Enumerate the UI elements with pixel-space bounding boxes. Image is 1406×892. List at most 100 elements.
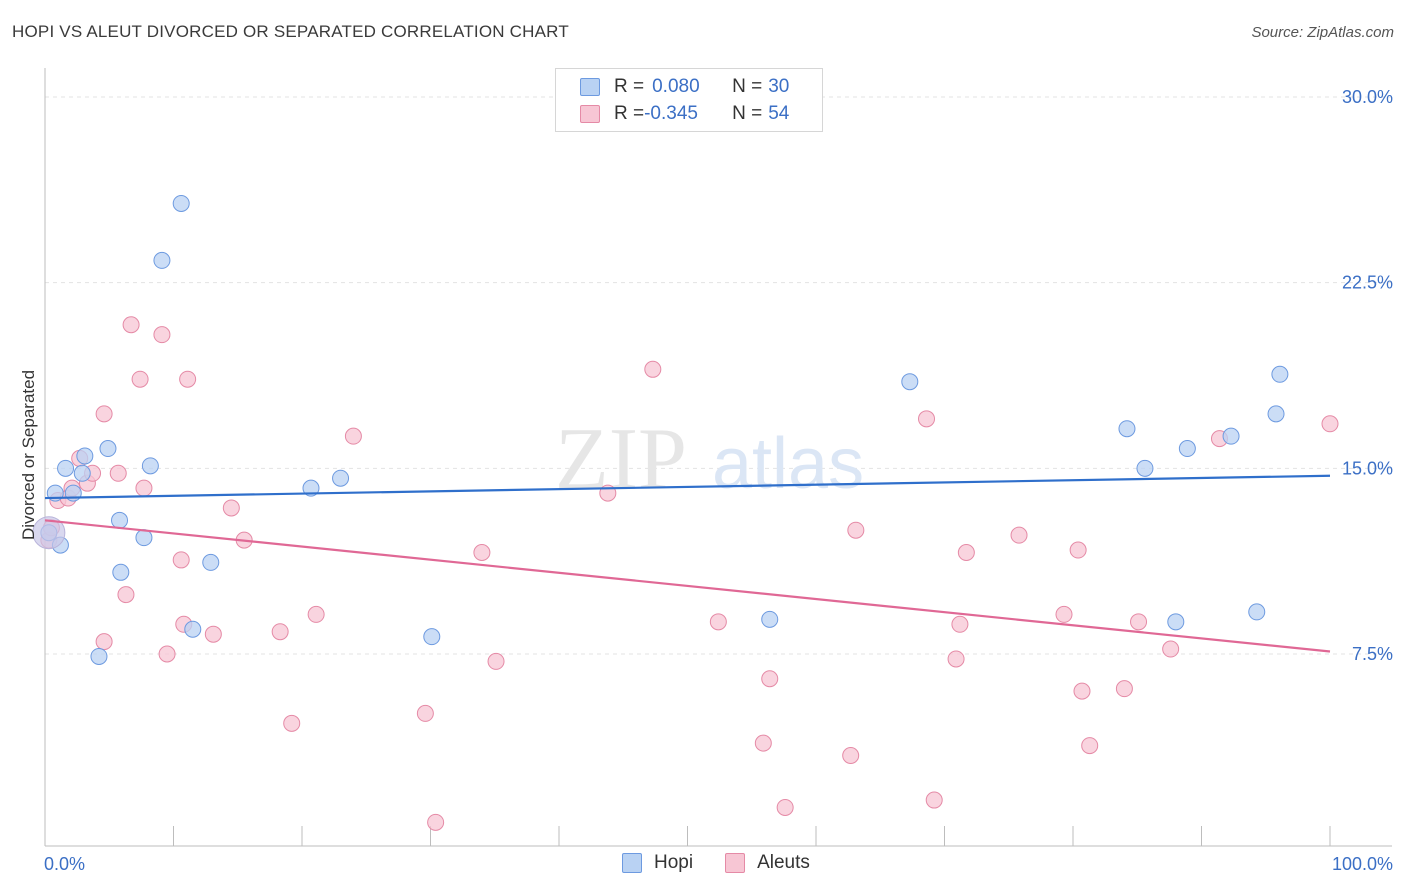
hopi-point <box>901 373 919 391</box>
hopi-point <box>202 553 220 571</box>
aleut-point <box>761 670 779 688</box>
aleut-trend-line <box>44 519 1331 653</box>
aleuts-legend-swatch <box>725 853 746 873</box>
series-legend: Hopi Aleuts <box>622 852 842 874</box>
aleut-point <box>487 652 505 670</box>
hopi-point <box>76 447 94 465</box>
aleuts-n-label: N = <box>732 103 763 124</box>
aleut-point <box>416 704 434 722</box>
aleuts-swatch <box>580 105 600 123</box>
aleut-point <box>179 370 197 388</box>
hopi-n-label: N = <box>732 76 763 97</box>
hopi-trend-line <box>44 474 1331 500</box>
x-tick-label-min: 0.0% <box>44 854 85 874</box>
hopi-point <box>90 647 108 665</box>
aleut-point <box>131 370 149 388</box>
y-tick-label: 30.0% <box>1342 87 1393 107</box>
aleut-point <box>1115 680 1133 698</box>
aleut-point <box>222 499 240 517</box>
hopi-point <box>111 511 129 529</box>
aleut-point <box>1069 541 1087 559</box>
hopi-r-value: 0.080 <box>652 76 700 97</box>
hopi-point <box>1136 459 1154 477</box>
legend-row-aleuts: R = -0.345 N = 54 <box>580 102 789 126</box>
hopi-point <box>57 459 75 477</box>
aleut-point <box>1130 613 1148 631</box>
aleut-point <box>947 650 965 668</box>
cluster-point <box>32 516 66 550</box>
hopi-point <box>99 440 117 458</box>
y-tick-label: 22.5% <box>1342 273 1393 293</box>
hopi-point <box>184 620 202 638</box>
hopi-point <box>153 251 171 269</box>
points-layer <box>32 194 1339 831</box>
hopi-point <box>332 469 350 487</box>
chart-title: HOPI VS ALEUT DIVORCED OR SEPARATED CORR… <box>12 22 569 41</box>
hopi-point <box>302 479 320 497</box>
hopi-point <box>1267 405 1285 423</box>
aleut-point <box>951 615 969 633</box>
hopi-point <box>1178 440 1196 458</box>
aleut-point <box>122 316 140 334</box>
aleut-point <box>925 791 943 809</box>
aleut-point <box>153 326 171 344</box>
hopi-point <box>423 628 441 646</box>
aleuts-r-value: -0.345 <box>644 103 698 124</box>
aleut-point <box>709 613 727 631</box>
aleut-point <box>473 544 491 562</box>
chart-source: Source: ZipAtlas.com <box>1251 24 1394 41</box>
aleuts-legend-label: Aleuts <box>757 852 810 873</box>
hopi-point <box>1222 427 1240 445</box>
y-tick-label: 7.5% <box>1352 644 1393 664</box>
aleut-point <box>109 464 127 482</box>
legend-row-hopi: R = 0.080 N = 30 <box>580 75 789 99</box>
aleut-point <box>95 633 113 651</box>
trend-layer <box>44 474 1331 653</box>
x-tick-label-max: 100.0% <box>1332 854 1393 874</box>
aleut-point <box>344 427 362 445</box>
aleut-point <box>117 586 135 604</box>
aleut-point <box>1073 682 1091 700</box>
legend-item-aleuts: Aleuts <box>725 852 810 874</box>
hopi-point <box>1248 603 1266 621</box>
aleut-point <box>135 479 153 497</box>
hopi-n-value: 30 <box>768 76 790 97</box>
hopi-r-label: R = <box>614 76 645 97</box>
watermark-zip: ZIP <box>555 411 687 508</box>
aleut-point <box>271 623 289 641</box>
watermark: ZIP atlas <box>555 411 864 508</box>
aleut-point <box>776 798 794 816</box>
legend-item-hopi: Hopi <box>622 852 693 874</box>
hopi-point <box>172 194 190 212</box>
y-axis-label: Divorced or Separated <box>19 370 38 540</box>
hopi-swatch <box>580 78 600 96</box>
aleut-point <box>754 734 772 752</box>
hopi-legend-swatch <box>622 853 642 873</box>
aleut-point <box>1010 526 1028 544</box>
aleut-point <box>283 714 301 732</box>
aleut-point <box>427 813 445 831</box>
aleut-point <box>1162 640 1180 658</box>
aleuts-r-label: R = <box>614 103 645 124</box>
hopi-point <box>1118 420 1136 438</box>
hopi-point <box>112 563 130 581</box>
hopi-point <box>73 464 91 482</box>
aleut-point <box>95 405 113 423</box>
grid-layer <box>45 96 1392 655</box>
hopi-point <box>761 610 779 628</box>
aleut-point <box>957 544 975 562</box>
labels-layer: 7.5% 15.0% 22.5% 30.0% 0.0% 100.0% <box>44 87 1393 874</box>
aleut-point <box>1321 415 1339 433</box>
hopi-legend-label: Hopi <box>654 852 694 873</box>
aleut-point <box>307 605 325 623</box>
aleut-point <box>918 410 936 428</box>
aleut-point <box>1081 737 1099 755</box>
watermark-atlas: atlas <box>712 424 864 504</box>
hopi-point <box>141 457 159 475</box>
aleut-point <box>644 360 662 378</box>
stats-legend: R = 0.080 N = 30 R = -0.345 N = 54 <box>555 68 823 132</box>
aleut-point <box>842 746 860 764</box>
aleut-point <box>847 521 865 539</box>
aleut-point <box>172 551 190 569</box>
